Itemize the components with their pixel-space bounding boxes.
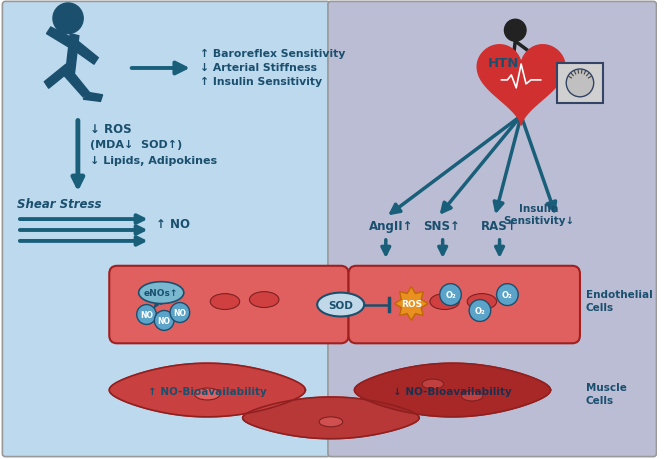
Text: HTN: HTN	[488, 57, 519, 70]
Circle shape	[504, 20, 526, 42]
Text: ↑ NO: ↑ NO	[157, 218, 190, 230]
Polygon shape	[477, 45, 565, 126]
FancyBboxPatch shape	[109, 266, 349, 343]
Circle shape	[170, 303, 190, 323]
Text: ROS: ROS	[401, 299, 422, 308]
Circle shape	[53, 4, 83, 34]
Polygon shape	[66, 34, 79, 74]
Circle shape	[155, 311, 174, 330]
Ellipse shape	[467, 294, 496, 310]
Text: ↓ NO-Bioavailability: ↓ NO-Bioavailability	[393, 386, 512, 396]
Ellipse shape	[250, 292, 279, 308]
Circle shape	[136, 305, 157, 325]
Text: SNS↑: SNS↑	[423, 219, 460, 233]
FancyBboxPatch shape	[3, 2, 330, 457]
FancyBboxPatch shape	[557, 64, 603, 104]
Polygon shape	[83, 94, 102, 102]
Circle shape	[496, 284, 518, 306]
Polygon shape	[72, 41, 98, 65]
Text: Shear Stress: Shear Stress	[17, 198, 102, 211]
Ellipse shape	[319, 417, 343, 427]
Ellipse shape	[422, 379, 444, 389]
Polygon shape	[109, 364, 305, 417]
Text: AngII↑: AngII↑	[369, 219, 413, 233]
Text: Cells: Cells	[586, 395, 614, 405]
Text: Cells: Cells	[586, 302, 614, 312]
Text: ↑ Insulin Sensitivity: ↑ Insulin Sensitivity	[201, 77, 322, 87]
Text: O₂: O₂	[445, 291, 456, 299]
FancyBboxPatch shape	[349, 266, 580, 343]
Polygon shape	[243, 397, 419, 439]
Ellipse shape	[210, 294, 240, 310]
Circle shape	[440, 284, 462, 306]
Text: O₂: O₂	[502, 291, 512, 299]
Text: O₂: O₂	[474, 306, 485, 315]
Text: ↓ Lipids, Adipokines: ↓ Lipids, Adipokines	[90, 156, 217, 166]
Circle shape	[469, 300, 491, 322]
Polygon shape	[395, 287, 428, 321]
Polygon shape	[355, 364, 551, 417]
Text: Endothelial: Endothelial	[586, 289, 652, 299]
Text: ↓ Arterial Stiffness: ↓ Arterial Stiffness	[201, 63, 318, 73]
Polygon shape	[47, 28, 72, 48]
Text: NO: NO	[173, 308, 187, 317]
Text: NO: NO	[140, 310, 153, 319]
Text: Insulin
Sensitivity↓: Insulin Sensitivity↓	[503, 204, 575, 225]
Ellipse shape	[462, 391, 483, 401]
Ellipse shape	[195, 388, 220, 400]
Ellipse shape	[317, 293, 364, 317]
Ellipse shape	[430, 294, 460, 310]
Text: ↑ NO-Bioavailability: ↑ NO-Bioavailability	[148, 386, 267, 396]
Ellipse shape	[138, 282, 184, 304]
Circle shape	[566, 70, 593, 98]
FancyBboxPatch shape	[328, 2, 656, 457]
Text: SOD: SOD	[328, 300, 353, 310]
Text: NO: NO	[158, 316, 171, 325]
Polygon shape	[44, 65, 70, 89]
Text: RAS↑: RAS↑	[481, 219, 518, 233]
Text: (MDA↓  SOD↑): (MDA↓ SOD↑)	[90, 140, 182, 150]
Polygon shape	[64, 69, 90, 98]
Text: ↓ ROS: ↓ ROS	[90, 123, 131, 135]
Text: ↑ Baroreflex Sensitivity: ↑ Baroreflex Sensitivity	[201, 49, 346, 59]
Text: eNOs↑: eNOs↑	[144, 289, 179, 297]
Text: Muscle: Muscle	[586, 382, 627, 392]
